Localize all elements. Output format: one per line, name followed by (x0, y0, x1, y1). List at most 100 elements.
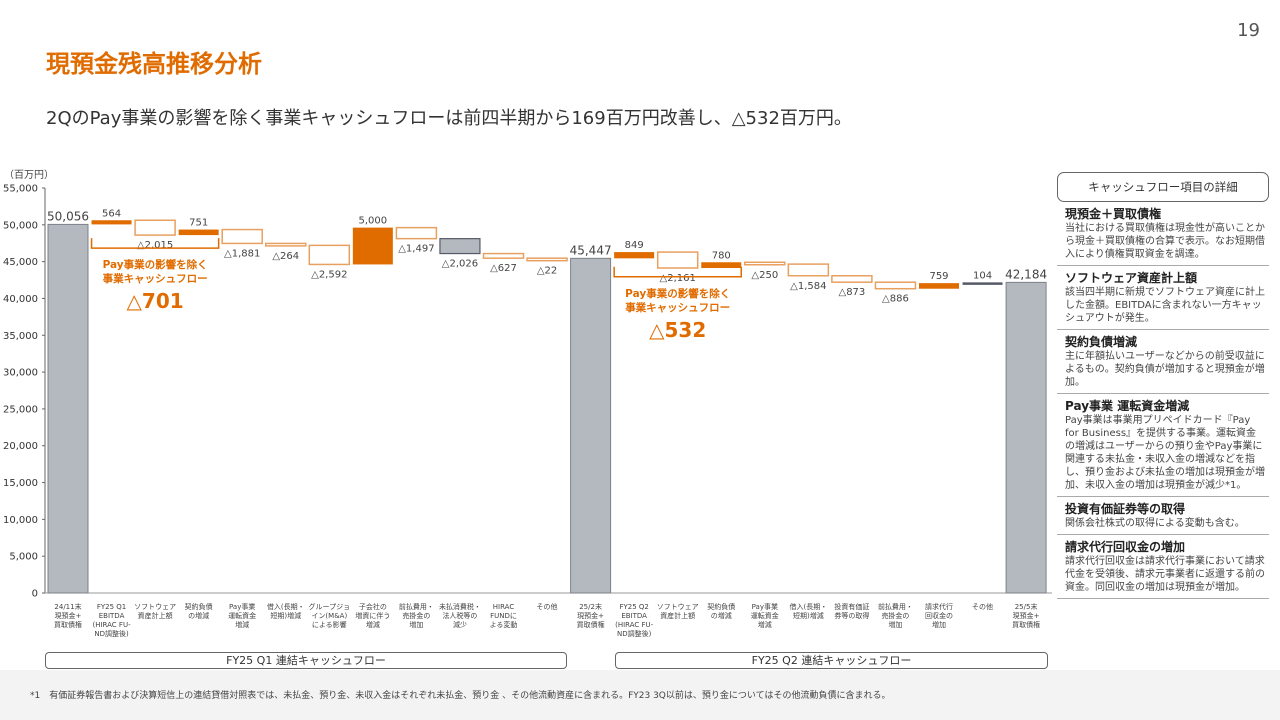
data-label: 42,184 (1005, 267, 1047, 281)
bar-pos (701, 262, 742, 269)
detail-item-title: Pay事業 運転資金増減 (1065, 399, 1190, 413)
detail-item-body: 当社における買取債権は現金性が高いことから現金＋買取債権の合算で表示。なお短期借… (1065, 223, 1265, 260)
data-label: △2,592 (311, 269, 347, 280)
x-tick-label: その他 (972, 603, 994, 611)
x-tick-label: 前払費用・ 売掛金の 増加 (398, 603, 434, 629)
detail-item-title: 契約負債増減 (1065, 335, 1138, 349)
detail-item-body: 請求代行回収金は請求代行事業において請求代金を受領後、請求元事業者に返還する前の… (1065, 556, 1265, 593)
x-tick-label: 借入(長期・ 短期)増減 (789, 603, 828, 620)
page-subtitle: 2QのPay事業の影響を除く事業キャッシュフローは前四半期から169百万円改善し… (46, 108, 852, 129)
x-tick-label: 投資有価証 券等の取得 (834, 603, 870, 620)
bar-neg (874, 281, 917, 290)
data-label: △1,881 (224, 248, 260, 259)
detail-item-body: Pay事業は事業用プリペイドカード『Pay for Business』を提供する… (1065, 415, 1265, 491)
y-tick-label: 10,000 (3, 515, 38, 526)
annotation-line1: Pay事業の影響を除く (625, 287, 730, 300)
x-tick-label: HIRAC FUNDに よる変動 (489, 603, 518, 629)
detail-item-title: 現預金＋買取債権 (1065, 207, 1162, 221)
detail-item-body: 関係会社株式の取得による変動も含む。 (1065, 518, 1245, 529)
x-tick-label: ソフトウェア 資産計上額 (134, 603, 177, 620)
data-label: △22 (537, 266, 557, 277)
y-tick-label: 0 (32, 589, 38, 600)
annotation-line2: 事業キャッシュフロー (103, 272, 208, 285)
bar-pos (614, 252, 655, 259)
data-label: △264 (272, 251, 299, 262)
bar-neg (134, 219, 176, 236)
annotation-line2: 事業キャッシュフロー (625, 301, 730, 314)
x-tick-label: 前払費用・ 売掛金の 増加 (877, 603, 913, 629)
bar-pos (91, 220, 132, 225)
data-label: 104 (973, 270, 992, 281)
data-label: 45,447 (570, 243, 612, 257)
bar-negdark (439, 238, 481, 255)
detail-item-title: 投資有価証券等の取得 (1065, 502, 1186, 516)
bracket (613, 266, 742, 278)
x-tick-label: グループジョ イン(M&A) による影響 (308, 603, 351, 629)
x-tick-label: 請求代行 回収金の 増加 (925, 603, 953, 629)
footer-band (0, 670, 1280, 720)
x-tick-label: FY25 Q1 EBITDA (HIRAC FU- ND調整後) (92, 603, 131, 638)
y-tick-label: 50,000 (3, 220, 38, 231)
y-tick-label: 30,000 (3, 368, 38, 379)
x-tick-label: 契約負債 の増減 (707, 603, 736, 620)
x-tick-label: その他 (536, 603, 558, 611)
detail-item: Pay事業 運転資金増減 Pay事業は事業用プリペイドカード『Pay for Bu… (1057, 394, 1269, 497)
y-tick-label: 40,000 (3, 294, 38, 305)
annotation-value: △701 (127, 289, 184, 313)
x-tick-label: 24/11末 現預金+ 買取債権 (54, 603, 82, 629)
data-label: 50,056 (47, 209, 89, 223)
bar-total (47, 223, 89, 594)
y-tick-label: 55,000 (3, 184, 38, 195)
data-label: △2,015 (137, 240, 173, 251)
x-tick-label: ソフトウェア 資産計上額 (656, 603, 699, 620)
bar-pos (352, 227, 393, 265)
annotation-line1: Pay事業の影響を除く (103, 258, 208, 271)
data-label: △1,584 (790, 281, 826, 292)
detail-item: ソフトウェア資産計上額 該当四半期に新規でソフトウェア資産に計上した金額。EBIT… (1057, 266, 1269, 330)
x-tick-label: FY25 Q2 EBITDA (HIRAC FU- ND調整後) (615, 603, 654, 638)
data-label: △886 (882, 294, 909, 305)
bar-pos (919, 283, 959, 289)
x-tick-label: 25/5末 現預金+ 買取債権 (1012, 603, 1041, 629)
y-tick-label: 25,000 (3, 404, 38, 415)
data-label: △627 (490, 263, 517, 274)
bar-neg (265, 242, 307, 247)
x-tick-label: 借入(長期・ 短期)増減 (266, 603, 305, 620)
detail-item: 契約負債増減 主に年額払いユーザーなどからの前受収益によるもの。契約負債が増加する… (1057, 330, 1269, 394)
annotation-value: △532 (649, 318, 706, 342)
data-label: 849 (625, 240, 644, 251)
bar-posdark (962, 282, 1003, 285)
bar-neg (787, 263, 830, 277)
data-label: 751 (189, 218, 208, 229)
y-tick-label: 35,000 (3, 331, 38, 342)
detail-item: 現預金＋買取債権当社における買取債権は現金性が高いことから現金＋買取債権の合算で… (1057, 202, 1269, 266)
group-label: FY25 Q1 連結キャッシュフロー (45, 652, 567, 669)
footnote: *1 有価証券報告書および決算短信上の連結貸借対照表では、未払金、預り金、未収入… (30, 691, 891, 701)
data-label: △873 (839, 287, 866, 298)
y-tick-label: 20,000 (3, 441, 38, 452)
detail-item: 請求代行回収金の増加請求代行回収金は請求代行事業において請求代金を受領後、請求元… (1057, 535, 1269, 599)
page-title: 現預金残高推移分析 (46, 50, 262, 78)
data-label: △2,026 (442, 259, 478, 270)
y-tick-label: 5,000 (9, 552, 38, 563)
bar-pos (178, 229, 219, 236)
bar-neg (482, 252, 525, 259)
bar-total (1005, 281, 1047, 594)
bar-neg (308, 244, 351, 266)
bar-neg (744, 261, 786, 266)
bracket (90, 238, 220, 249)
data-label: △250 (751, 270, 778, 281)
y-axis-unit: （百万円） (4, 170, 54, 181)
detail-item-body: 該当四半期に新規でソフトウェア資産に計上した金額。EBITDAに含まれない一方キ… (1065, 287, 1265, 324)
panel-header: キャッシュフロー項目の詳細 (1057, 172, 1269, 202)
x-tick-label: 子会社の 増資に伴う 増減 (355, 603, 391, 629)
x-tick-label: 25/2末 現預金+ 買取債権 (576, 603, 605, 629)
bar-total (570, 257, 612, 594)
bar-neg (526, 257, 568, 262)
detail-item-title: 請求代行回収金の増加 (1065, 540, 1186, 554)
x-tick-label: Pay事業 運転資金 増減 (228, 603, 257, 629)
x-tick-label: Pay事業 運転資金 増減 (750, 603, 779, 629)
page-number: 19 (1237, 20, 1260, 41)
detail-item: 投資有価証券等の取得関係会社株式の取得による変動も含む。 (1057, 497, 1269, 535)
